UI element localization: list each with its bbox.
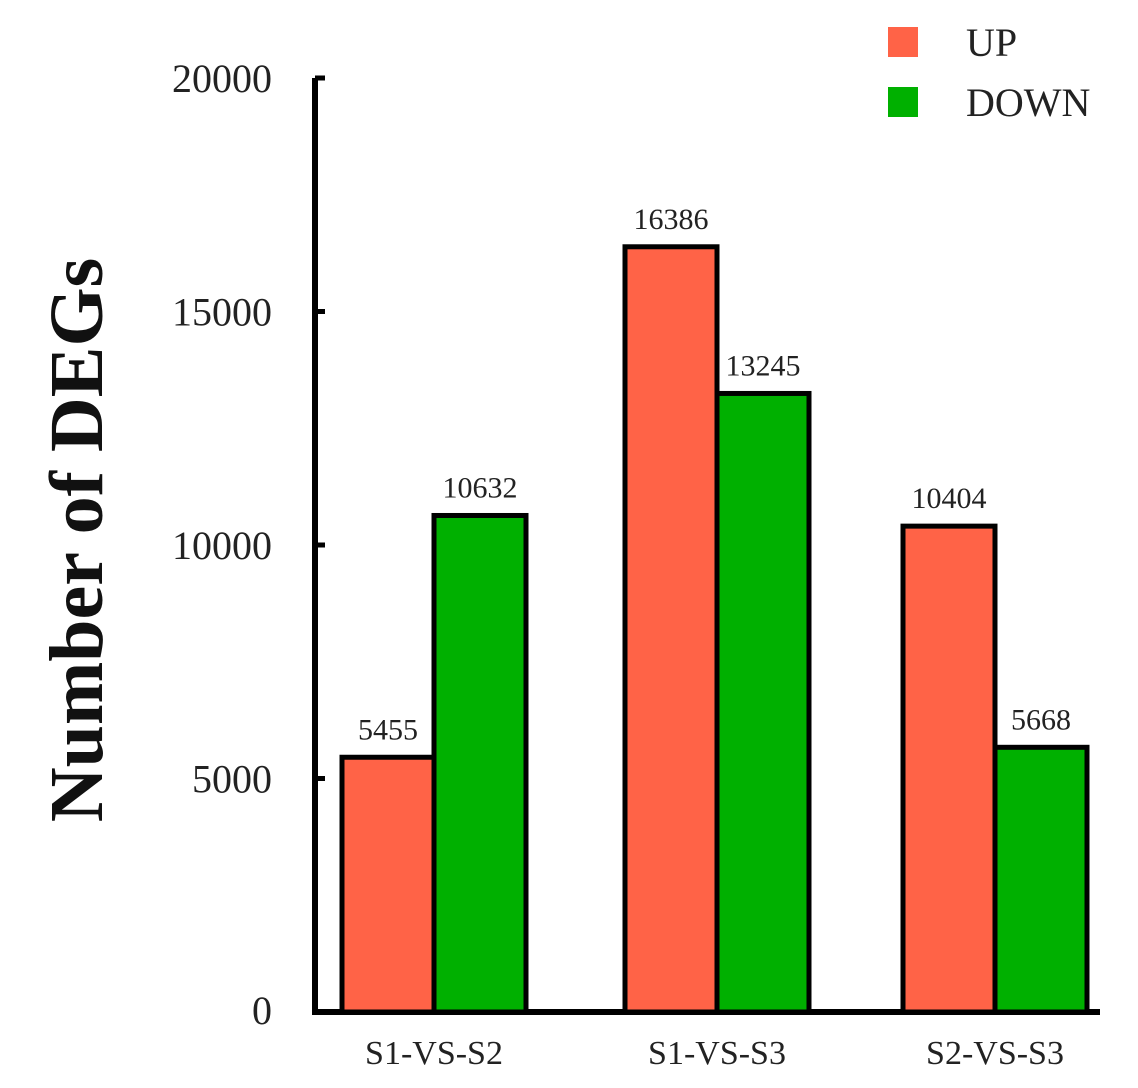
legend-swatch-up (888, 27, 918, 57)
data-labels: 5455 10632 16386 13245 10404 5668 (358, 203, 1071, 746)
legend-label-down: DOWN (966, 80, 1090, 125)
bar-down-3 (992, 744, 1090, 1015)
y-tick-label-15000: 15000 (172, 290, 272, 335)
bar-up-1 (339, 754, 437, 1015)
legend-swatch-down (888, 87, 918, 117)
bar-down-2 (714, 390, 812, 1015)
y-tick-label-0: 0 (252, 988, 272, 1033)
bars (339, 244, 1090, 1015)
x-tick-label-2: S1-VS-S3 (648, 1035, 786, 1072)
bar-up-2 (622, 244, 720, 1015)
legend: UP DOWN (888, 20, 1090, 125)
axes: 0 5000 10000 15000 20000 S1-VS-S2 S1-VS-S3 S2-V… (172, 56, 1100, 1072)
y-tick-label-20000: 20000 (172, 56, 272, 101)
y-axis-title: Number of DEGs (35, 258, 119, 822)
data-label-down-2: 13245 (726, 349, 801, 382)
bar-down-1 (431, 512, 529, 1015)
data-label-up-1: 5455 (358, 713, 418, 746)
bar-up-3 (900, 523, 998, 1015)
y-tick-label-5000: 5000 (192, 757, 272, 802)
y-tick-label-10000: 10000 (172, 523, 272, 568)
x-tick-label-1: S1-VS-S2 (365, 1035, 503, 1072)
data-label-up-2: 16386 (634, 203, 709, 236)
y-axis-title-group: Number of DEGs (35, 258, 119, 822)
data-label-down-3: 5668 (1011, 703, 1071, 736)
legend-label-up: UP (966, 20, 1017, 65)
data-label-up-3: 10404 (912, 482, 987, 515)
data-label-down-1: 10632 (443, 471, 518, 504)
x-tick-label-3: S2-VS-S3 (926, 1035, 1064, 1072)
